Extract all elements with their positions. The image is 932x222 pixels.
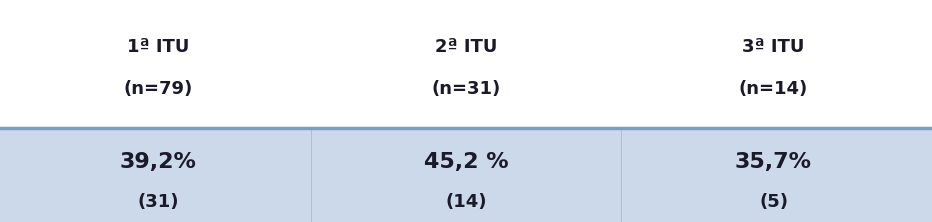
Text: 39,2%: 39,2% bbox=[120, 152, 197, 172]
Bar bbox=[0, 0, 932, 128]
Text: 45,2 %: 45,2 % bbox=[424, 152, 508, 172]
Text: (n=31): (n=31) bbox=[432, 80, 500, 98]
Text: 35,7%: 35,7% bbox=[735, 152, 812, 172]
Bar bbox=[0, 128, 932, 222]
Text: (31): (31) bbox=[138, 193, 179, 211]
Text: 3ª ITU: 3ª ITU bbox=[743, 38, 804, 56]
Text: 1ª ITU: 1ª ITU bbox=[128, 38, 189, 56]
Text: (14): (14) bbox=[445, 193, 487, 211]
Text: 2ª ITU: 2ª ITU bbox=[435, 38, 497, 56]
Text: (n=14): (n=14) bbox=[739, 80, 808, 98]
Text: (5): (5) bbox=[759, 193, 788, 211]
Text: (n=79): (n=79) bbox=[124, 80, 193, 98]
